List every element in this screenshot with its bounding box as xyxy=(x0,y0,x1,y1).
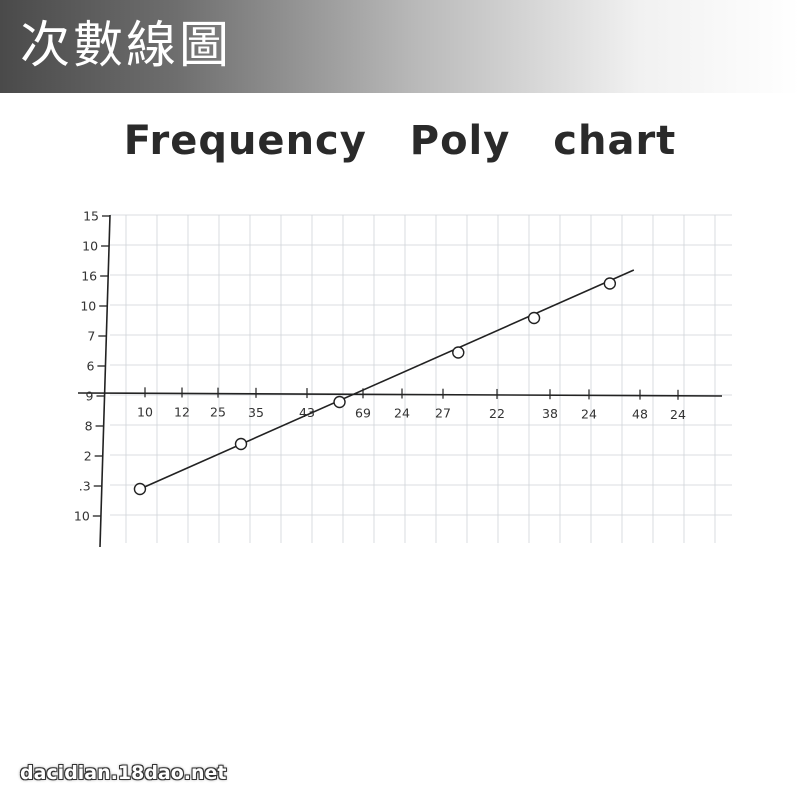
chart-series xyxy=(133,269,635,496)
x-tick-label: 38 xyxy=(542,406,558,421)
x-tick-label: 48 xyxy=(632,407,648,422)
y-axis-ticks: 15 10 16 10 7 6 9 8 2 .3 10 xyxy=(74,209,110,524)
watermark-text: dacidian.18dao.net xyxy=(20,762,227,784)
data-point xyxy=(603,277,617,290)
y-tick-label: 16 xyxy=(81,269,97,284)
y-tick-label: 10 xyxy=(82,239,98,254)
chart-grid xyxy=(110,214,732,543)
y-tick-label: .3 xyxy=(79,479,91,494)
data-point xyxy=(234,437,248,451)
x-tick-label: 24 xyxy=(670,407,686,422)
x-tick-label: 69 xyxy=(355,405,371,420)
y-tick-label: 10 xyxy=(80,299,96,314)
series-line xyxy=(139,269,635,490)
y-tick-label: 15 xyxy=(83,209,99,224)
y-tick-label: 6 xyxy=(86,359,94,374)
x-tick-label: 24 xyxy=(394,406,410,421)
x-tick-label: 35 xyxy=(248,405,264,420)
x-axis-line xyxy=(77,392,723,397)
data-point xyxy=(333,395,346,409)
y-tick-label: 7 xyxy=(87,329,95,344)
chart-title: Frequency Poly chart xyxy=(123,118,677,164)
title-banner: 次數線圖 xyxy=(0,0,800,93)
x-tick-label: 10 xyxy=(137,404,153,419)
chart-axes xyxy=(77,214,723,548)
x-tick-label: 27 xyxy=(435,406,451,421)
y-tick-label: 10 xyxy=(74,509,90,524)
banner-title: 次數線圖 xyxy=(20,16,232,74)
y-tick-label: 8 xyxy=(85,419,93,434)
data-point xyxy=(527,311,541,325)
data-point xyxy=(133,482,147,496)
x-tick-label: 22 xyxy=(489,406,505,421)
y-axis-line xyxy=(99,214,111,548)
x-tick-label: 25 xyxy=(210,405,226,420)
x-tick-label: 12 xyxy=(174,404,190,419)
x-axis-ticks: 10 12 25 35 43 69 24 27 22 38 24 48 24 xyxy=(137,387,686,422)
x-tick-label: 24 xyxy=(581,406,597,421)
y-tick-label: 2 xyxy=(84,449,92,464)
data-point xyxy=(452,346,465,359)
y-tick-label: 9 xyxy=(86,389,94,404)
